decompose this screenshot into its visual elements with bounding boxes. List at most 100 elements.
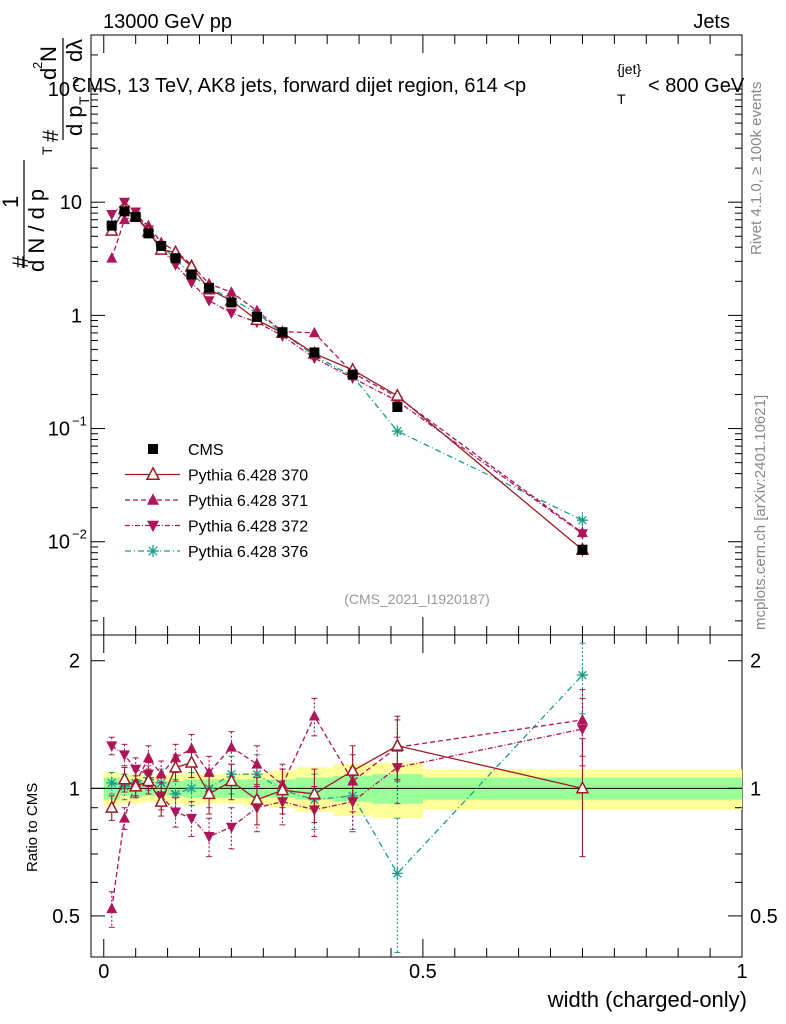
ylabel-n: N: [36, 46, 61, 62]
x-tick-label: 0.5: [409, 961, 437, 983]
ylabel-dn-dpt: d N / d p: [24, 189, 49, 272]
ratio-point: [155, 768, 167, 779]
legend-label: Pythia 6.428 376: [188, 544, 308, 561]
ratio-point: [391, 867, 403, 879]
main-point: [106, 220, 117, 231]
legend-marker: [147, 493, 159, 505]
ratio-point: [141, 773, 156, 787]
main-y-tick-exp: −2: [72, 527, 87, 542]
main-point: [225, 308, 237, 320]
ratio-y-tick-label-left: 0.5: [52, 906, 80, 928]
ylabel-dpt-sub: T: [76, 96, 92, 105]
ratio-y-tick-label-right: 0.5: [750, 906, 778, 928]
ratio-point: [154, 794, 168, 807]
ratio-point: [184, 754, 199, 768]
main-point: [576, 514, 588, 526]
ratio-point: [251, 758, 263, 769]
main-y-tick-base: 10: [48, 532, 70, 554]
main-point: [308, 326, 320, 338]
main-series-line: [111, 208, 583, 551]
main-series-3: [106, 197, 588, 540]
main-point: [106, 252, 118, 263]
main-point: [143, 228, 154, 239]
main-y-tick-base: 1: [71, 305, 82, 327]
ylabel-exp-2: 2: [30, 62, 45, 69]
main-y-tick-base: 10: [48, 79, 70, 101]
main-point: [130, 211, 141, 222]
ratio-point: [390, 738, 405, 751]
chart-title-main: CMS, 13 TeV, AK8 jets, forward dijet reg…: [72, 75, 526, 97]
ylabel-one: 1: [0, 196, 23, 208]
main-point: [251, 311, 262, 322]
title-suffix: < 800 GeV: [648, 75, 745, 97]
ratio-point: [203, 766, 215, 777]
ylabel-dpt: d p: [62, 105, 87, 136]
ratio-series-layer: [105, 642, 590, 953]
ratio-point: [106, 741, 118, 752]
main-point: [170, 253, 181, 264]
ratio-point: [203, 832, 215, 843]
legend-item-3: Pythia 6.428 372: [125, 519, 308, 536]
ratio-point: [186, 782, 198, 794]
ylabel-hash-1: #: [8, 255, 33, 268]
ratio-y-tick-label-right: 1: [750, 778, 761, 800]
ratio-point: [224, 773, 239, 787]
main-series-0: [106, 206, 588, 555]
ratio-series-line: [111, 714, 583, 909]
legend-item-0: CMS: [148, 442, 224, 459]
ratio-point: [119, 812, 131, 823]
main-point: [277, 327, 288, 338]
legend-marker: [147, 545, 159, 557]
main-point: [186, 269, 197, 280]
ratio-point: [576, 713, 588, 725]
legend: CMS Pythia 6.428 370 Pythia 6.428 371 Pythi…: [125, 442, 308, 561]
ratio-point: [130, 764, 142, 776]
main-point: [119, 213, 131, 225]
energy-label: 13000 GeV pp: [103, 11, 232, 33]
ratio-point: [119, 750, 131, 761]
ratio-point: [308, 710, 320, 721]
main-point: [119, 206, 130, 217]
main-point: [226, 297, 237, 308]
x-axis-ticks: 0 0.5 1: [98, 35, 748, 983]
main-point: [106, 210, 118, 221]
legend-label: Pythia 6.428 371: [188, 493, 308, 510]
ratio-y-tick-label-left: 1: [69, 778, 80, 800]
main-point: [225, 286, 237, 297]
main-point: [203, 296, 215, 307]
legend-item-1: Pythia 6.428 370: [125, 466, 308, 485]
main-point: [576, 526, 588, 538]
legend-label: Pythia 6.428 370: [188, 468, 308, 485]
main-y-tick-label: 10: [48, 532, 70, 554]
main-y-tick-exp: 2: [72, 74, 79, 89]
main-series-layer: [105, 197, 590, 557]
main-y-tick-label: 10: [48, 79, 70, 101]
main-point: [392, 402, 403, 413]
main-point: [186, 278, 198, 289]
category-label: Jets: [693, 11, 730, 33]
main-point: [156, 241, 167, 252]
main-point: [577, 544, 588, 555]
ratio-point: [250, 792, 264, 805]
main-point: [347, 369, 358, 380]
legend-label: CMS: [188, 442, 224, 459]
ratio-y-tick-label-left: 2: [69, 651, 80, 673]
ratio-point: [106, 902, 118, 914]
ratio-point: [225, 822, 237, 834]
main-y-tick-label: 10: [48, 419, 70, 441]
legend-marker: [147, 520, 159, 533]
main-y-axis-label: # 1 d N / d p T # d p T d 2 N d λ: [0, 38, 92, 272]
ratio-point: [142, 751, 154, 763]
main-y-tick-label: 1: [71, 305, 82, 327]
main-point: [391, 425, 403, 437]
main-y-tick-exp: −1: [72, 414, 87, 429]
ratio-point: [117, 771, 132, 785]
chart-title: CMS, 13 TeV, AK8 jets, forward dijet reg…: [72, 61, 745, 107]
main-y-tick-base: 10: [48, 419, 70, 441]
ylabel-d: d: [36, 68, 61, 80]
ratio-point: [275, 782, 290, 796]
main-point: [204, 282, 215, 293]
ratio-point: [576, 669, 588, 681]
